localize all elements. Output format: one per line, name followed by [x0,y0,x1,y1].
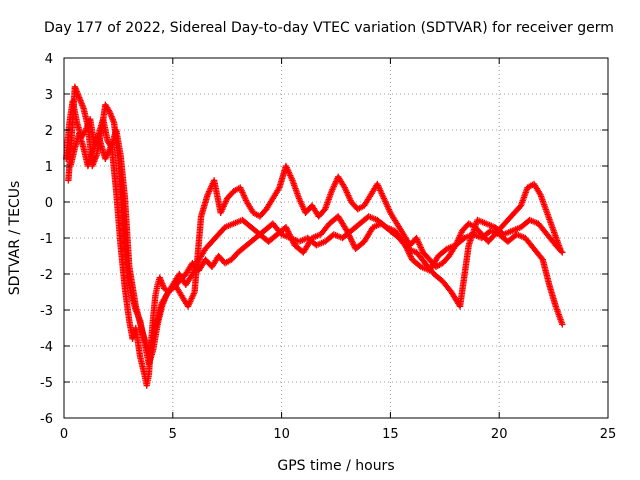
y-tick-label: 0 [45,196,53,211]
y-tick-label: 3 [45,88,53,103]
data-points [62,83,566,389]
data-point [559,321,566,328]
y-tick-label: -3 [40,304,53,319]
x-tick-label: 20 [491,427,508,442]
y-tick-label: -4 [40,340,53,355]
chart-title: Day 177 of 2022, Sidereal Day-to-day VTE… [44,20,614,36]
x-tick-label: 5 [169,427,177,442]
x-tick-label: 0 [60,427,68,442]
y-tick-label: -5 [40,376,53,391]
y-axis-label: SDTVAR / TECUs [7,181,23,296]
data-point [556,245,564,252]
y-tick-label: 4 [45,52,53,67]
y-tick-label: 2 [45,124,53,139]
y-tick-label: 1 [45,160,53,175]
x-axis-label: GPS time / hours [277,458,394,474]
y-tick-label: -6 [40,412,53,427]
axis-ticks: 0 5 10 15 20 25 -6 -5 -4 -3 -2 -1 0 1 2 3 4 [40,52,616,442]
x-tick-label: 15 [382,427,399,442]
x-tick-label: 25 [600,427,617,442]
x-tick-label: 10 [273,427,290,442]
data-point [559,249,566,256]
y-tick-label: -1 [40,232,53,247]
y-tick-label: -2 [40,268,53,283]
